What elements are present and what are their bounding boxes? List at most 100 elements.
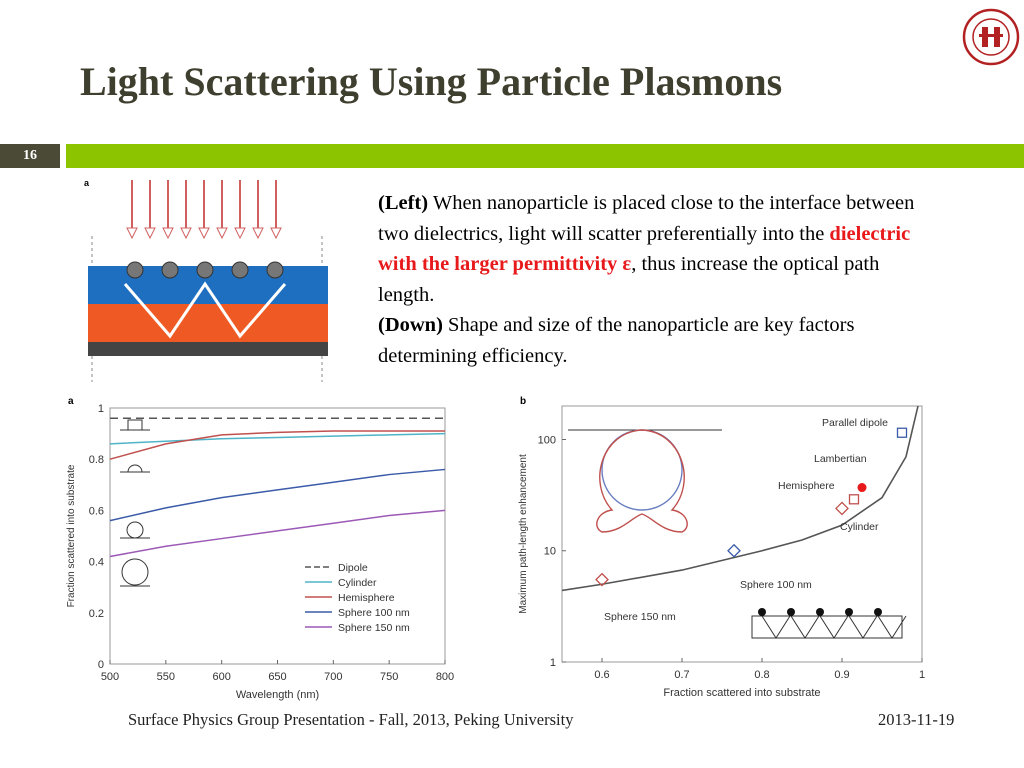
inset-ray: [819, 615, 849, 639]
panel-label-top: a: [84, 178, 90, 188]
inset-ray: [761, 615, 791, 639]
light-arrow-head: [162, 227, 174, 240]
chart-path-length-enhancement: b 0.6 0.7 0.8 0.9 1 1 10 100 Fraction scattered i…: [518, 396, 925, 699]
y-tick-label: 0.4: [89, 557, 104, 569]
data-point-diamond: [727, 543, 741, 558]
legend-label: Sphere 100 nm: [338, 607, 410, 619]
left-label: (Left): [378, 192, 429, 214]
model-curve: [562, 406, 919, 592]
y-tick-label: 0: [98, 659, 104, 671]
data-point-label: Lambertian: [814, 453, 867, 465]
bottom-dielectric-layer: [88, 304, 328, 342]
nanoparticle: [161, 261, 179, 279]
y-tick-label: 0.6: [89, 505, 104, 517]
footer-text: Surface Physics Group Presentation - Fal…: [128, 710, 574, 729]
light-arrow-head: [126, 227, 138, 240]
description-text: (Left) When nanoparticle is placed close…: [378, 188, 938, 371]
slide-number-bar: [0, 144, 60, 168]
y-tick-label: 0.8: [89, 454, 104, 466]
down-text: Shape and size of the nanoparticle are k…: [378, 314, 855, 367]
slide-number: 16: [23, 148, 37, 163]
data-point-label: Sphere 150 nm: [604, 611, 676, 623]
inset-particle-dot: [758, 608, 766, 616]
x-tick-label: 0.9: [834, 669, 849, 681]
legend-label: Hemisphere: [338, 592, 395, 604]
inset-ray: [848, 615, 878, 639]
nanoparticle: [196, 261, 214, 279]
x-tick-label: 600: [212, 671, 230, 683]
data-point-star-glyph: *: [859, 480, 865, 496]
data-point-square: [896, 427, 908, 438]
light-arrow-head: [234, 227, 246, 240]
panel-label-b: b: [520, 396, 526, 407]
x-axis-label: Wavelength (nm): [236, 689, 319, 701]
x-tick-label: 1: [919, 669, 925, 681]
x-tick-label: 0.7: [674, 669, 689, 681]
y-tick-label: 0.2: [89, 608, 104, 620]
hemisphere-icon: [127, 464, 143, 473]
down-label: (Down): [378, 314, 443, 336]
nanoparticle: [126, 261, 144, 279]
legend-label: Dipole: [338, 562, 368, 574]
series-line: [109, 430, 445, 460]
x-tick-label: 750: [380, 671, 398, 683]
sphere-100-icon: [126, 521, 144, 539]
chart-fraction-vs-wavelength: a 500 550 600 650 700 750 800 0 0.2 0.4 0.6 0.8 1 Wave…: [66, 396, 454, 701]
accent-bar: [66, 144, 1024, 168]
left-tail: , thus increase the optical path length.: [378, 253, 880, 306]
highlight-text: dielectric with the larger permittivity …: [378, 222, 911, 276]
data-point-label: Parallel dipole: [822, 417, 888, 429]
light-arrow-head: [180, 227, 192, 240]
light-arrow-head: [144, 227, 156, 240]
scattering-schematic: a: [84, 178, 328, 382]
legend-label: Sphere 150 nm: [338, 622, 410, 634]
substrate-layer: [88, 342, 328, 356]
x-tick-label: 0.6: [594, 669, 609, 681]
data-point-label: Hemisphere: [778, 480, 835, 492]
x-tick-label: 0.8: [754, 669, 769, 681]
y-axis-label: Fraction scattered into substrate: [66, 464, 77, 607]
y-tick-label: 100: [538, 434, 556, 446]
inset-particle-dot: [845, 608, 853, 616]
slide-title: Light Scattering Using Particle Plasmons: [80, 59, 783, 104]
light-arrow-head: [198, 227, 210, 240]
series-line: [109, 432, 446, 445]
y-axis-label: Maximum path-length enhancement: [518, 454, 529, 614]
light-arrow-head: [252, 227, 264, 240]
inset-ray: [877, 615, 907, 639]
legend-label: Cylinder: [338, 577, 377, 589]
footer-date: 2013-11-19: [878, 710, 955, 729]
incident-light-arrows: [126, 180, 282, 240]
cylinder-icon: [127, 419, 143, 431]
inset-particle-pattern: [596, 429, 688, 533]
light-arrow-head: [270, 227, 282, 240]
series-line: [109, 509, 446, 558]
scattered-ray-path: [123, 281, 287, 339]
y-tick-label: 10: [544, 546, 556, 558]
data-point-diamond: [595, 572, 609, 587]
nanoparticle: [231, 261, 249, 279]
series-line: [109, 468, 446, 522]
data-point-square: [848, 494, 860, 505]
plot-frame: [561, 405, 923, 663]
nanoparticle: [266, 261, 284, 279]
light-arrow-head: [216, 227, 228, 240]
x-tick-label: 650: [268, 671, 286, 683]
x-axis-label: Fraction scattered into substrate: [663, 687, 820, 699]
university-logo: [962, 8, 1020, 66]
left-text: When nanoparticle is placed close to the…: [378, 192, 915, 245]
y-tick-label: 1: [98, 403, 104, 415]
data-point-diamond: [835, 501, 849, 516]
data-point-star: [857, 483, 867, 493]
x-tick-label: 550: [157, 671, 175, 683]
data-point-label: Sphere 100 nm: [740, 579, 812, 591]
sphere-150-icon: [121, 558, 149, 586]
inset-multipass-box: [751, 615, 903, 639]
y-tick-label: 1: [550, 657, 556, 669]
nanoparticles: [126, 261, 284, 279]
inset-ray: [790, 615, 820, 639]
data-point-label: Cylinder: [840, 521, 879, 533]
inset-particle-dot: [787, 608, 795, 616]
x-tick-label: 700: [324, 671, 342, 683]
inset-particle-dot: [816, 608, 824, 616]
